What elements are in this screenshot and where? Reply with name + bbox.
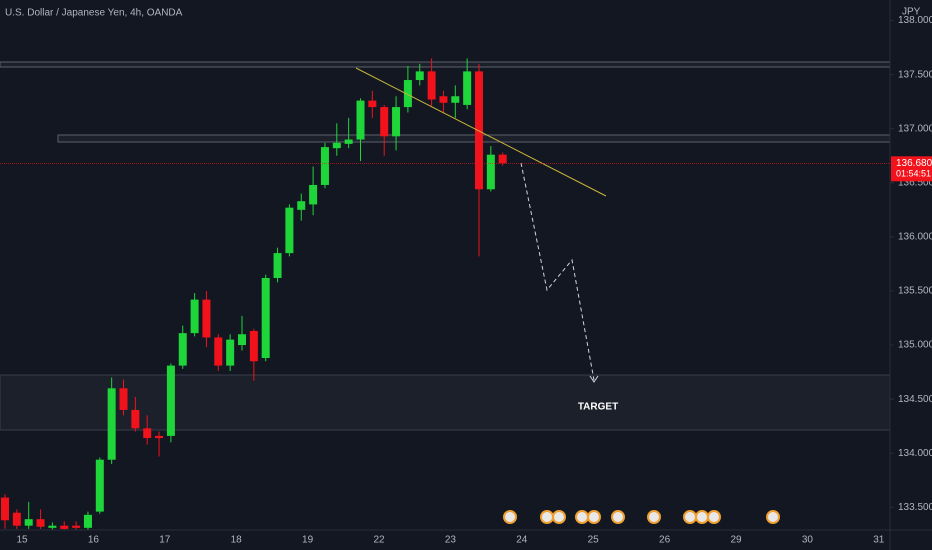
candle-body <box>131 409 140 429</box>
y-tick-label: 134.500 <box>898 394 932 405</box>
candle-body <box>166 365 175 436</box>
x-tick-label: 26 <box>659 535 671 546</box>
candle-body <box>155 435 164 439</box>
event-icon <box>587 510 601 524</box>
target-zone <box>0 374 891 431</box>
candle-body <box>143 428 152 439</box>
candle-body <box>273 253 282 278</box>
candle-body <box>498 154 507 164</box>
candle-body <box>368 100 377 108</box>
event-icon <box>611 510 625 524</box>
trend-line <box>355 67 607 197</box>
event-icon <box>503 510 517 524</box>
y-tick-label: 135.500 <box>898 286 932 297</box>
x-tick-label: 31 <box>873 535 885 546</box>
candle-body <box>309 184 318 205</box>
candle-body <box>48 525 57 528</box>
candle-body <box>226 339 235 366</box>
y-tick-label: 137.000 <box>898 123 932 134</box>
candle-body <box>356 100 365 140</box>
x-tick-label: 24 <box>516 535 528 546</box>
candle-body <box>202 299 211 338</box>
candle-body <box>451 96 460 103</box>
price-tag <box>891 156 932 182</box>
event-icon <box>707 510 721 524</box>
x-tick-label: 18 <box>231 535 243 546</box>
x-tick-label: 30 <box>802 535 814 546</box>
candle-body <box>214 337 223 366</box>
candle-body <box>403 80 412 108</box>
plot-area <box>1 58 507 530</box>
projection-arrow <box>520 162 595 381</box>
candle-body <box>95 459 104 512</box>
candle-body <box>285 207 294 254</box>
candle-body <box>344 139 353 144</box>
candle-body <box>238 334 246 346</box>
y-tick-label: 137.500 <box>898 69 932 80</box>
candle-body <box>380 107 389 137</box>
candle-body <box>24 519 33 526</box>
x-tick-label: 16 <box>88 535 100 546</box>
candle-body <box>415 71 424 81</box>
candle-body <box>190 299 199 334</box>
resistance-zone <box>0 61 891 68</box>
candle-body <box>332 142 341 149</box>
y-tick-label: 135.000 <box>898 340 932 351</box>
candle-body <box>475 71 483 190</box>
event-icon <box>695 510 709 524</box>
support-zone <box>57 134 891 143</box>
candle-body <box>60 525 69 529</box>
y-tick-label: 133.500 <box>898 502 932 513</box>
x-tick-label: 23 <box>445 535 457 546</box>
price-tag-value: 136.680 <box>896 158 932 169</box>
candle-body <box>107 388 116 460</box>
event-icons <box>503 510 780 524</box>
y-tick-label: 134.000 <box>898 448 932 459</box>
candle-body <box>261 277 270 359</box>
candle-body <box>320 147 329 185</box>
x-tick-label: 19 <box>302 535 314 546</box>
x-tick-label: 29 <box>730 535 742 546</box>
event-icon <box>540 510 554 524</box>
candle-body <box>392 107 401 137</box>
candle-body <box>83 514 92 528</box>
candle-body <box>297 201 306 210</box>
y-tick-label: 138.000 <box>898 15 932 26</box>
candle-body <box>427 71 436 100</box>
currency-label: JPY <box>902 7 921 18</box>
candle-body <box>486 154 495 190</box>
chart-title: U.S. Dollar / Japanese Yen, 4h, OANDA <box>5 8 183 19</box>
y-tick-label: 136.000 <box>898 232 932 243</box>
arrow-head <box>589 375 599 383</box>
event-icon <box>552 510 566 524</box>
candle-body <box>463 71 472 105</box>
event-icon <box>766 510 780 524</box>
event-icon <box>683 510 697 524</box>
x-tick-label: 22 <box>373 535 385 546</box>
event-icon <box>647 510 661 524</box>
target-label: TARGET <box>578 402 618 413</box>
event-icon <box>575 510 589 524</box>
candle-body <box>72 525 81 528</box>
price-tag-countdown: 01:54:51 <box>896 169 931 179</box>
x-tick-label: 15 <box>16 535 28 546</box>
candle-body <box>1 497 9 521</box>
candle-body <box>439 96 448 103</box>
candle-body <box>36 519 45 527</box>
candle-body <box>12 512 21 526</box>
candle-body <box>178 333 187 366</box>
y-tick-label: 136.500 <box>898 177 932 188</box>
x-tick-label: 25 <box>588 535 600 546</box>
candle-body <box>119 388 128 410</box>
x-tick-label: 17 <box>159 535 171 546</box>
candle-body <box>249 330 258 362</box>
